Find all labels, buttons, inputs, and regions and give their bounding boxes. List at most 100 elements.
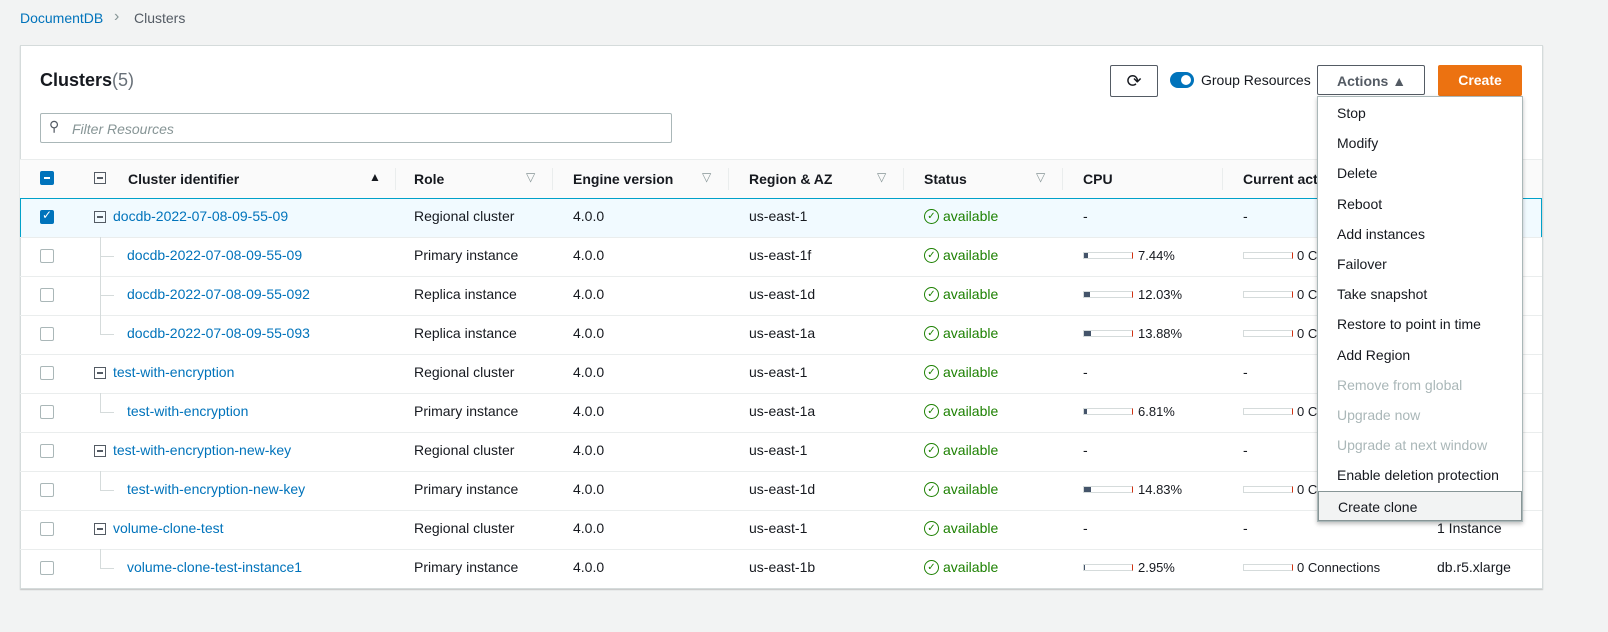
sort-icon: ▽: [877, 170, 887, 184]
column-header[interactable]: Status: [924, 171, 967, 187]
column-divider: [1062, 168, 1063, 190]
header-expand[interactable]: [94, 172, 106, 184]
tree-line: [100, 256, 114, 257]
menu-item[interactable]: Create clone: [1318, 490, 1522, 521]
expand-toggle[interactable]: [94, 523, 106, 535]
row-checkbox[interactable]: [40, 366, 54, 380]
row-checkbox[interactable]: [40, 327, 54, 341]
activity-track: [1243, 408, 1293, 415]
menu-item: Upgrade at next window: [1337, 437, 1488, 454]
sort-icon: ▽: [702, 170, 712, 184]
region: us-east-1d: [749, 481, 816, 497]
region: us-east-1: [749, 520, 808, 536]
cpu-label: 13.88%: [1138, 326, 1183, 341]
resource-link[interactable]: test-with-encryption: [127, 403, 249, 419]
status: available: [943, 442, 999, 458]
cpu: -: [1083, 442, 1088, 458]
row-checkbox[interactable]: [40, 249, 54, 263]
table-row: [20, 471, 1542, 510]
menu-item[interactable]: Failover: [1337, 256, 1387, 272]
engine-version: 4.0.0: [573, 286, 605, 302]
menu-item[interactable]: Stop: [1337, 105, 1366, 121]
menu-item[interactable]: Add Region: [1337, 346, 1411, 363]
menu-item[interactable]: Add instances: [1337, 225, 1425, 242]
status: available: [943, 481, 999, 497]
menu-item[interactable]: Delete: [1337, 165, 1378, 182]
column-divider: [395, 168, 396, 190]
menu-item[interactable]: Reboot: [1337, 195, 1383, 212]
cpu-bar: [1084, 487, 1092, 492]
toggle[interactable]: [1170, 72, 1194, 88]
resource-link[interactable]: volume-clone-test-instance1: [127, 559, 303, 575]
tree-line: [100, 568, 114, 569]
status-icon: ✓: [924, 482, 939, 497]
table-row: [20, 393, 1542, 432]
menu-item[interactable]: Take snapshot: [1337, 286, 1428, 303]
row-checkbox[interactable]: [40, 483, 54, 497]
header-checkbox[interactable]: [40, 171, 54, 185]
column-header[interactable]: Role: [414, 171, 445, 187]
resource-link[interactable]: volume-clone-test: [113, 520, 224, 536]
status: available: [943, 286, 999, 302]
resource-link[interactable]: test-with-encryption: [113, 364, 235, 380]
resource-link[interactable]: test-with-encryption-new-key: [113, 442, 292, 458]
row-checkbox[interactable]: [40, 522, 54, 536]
tree-line: [100, 490, 114, 491]
cpu-label: 12.03%: [1138, 287, 1183, 302]
resource-link[interactable]: docdb-2022-07-08-09-55-092: [127, 286, 310, 302]
role: Primary instance: [414, 247, 519, 263]
row-checkbox[interactable]: [40, 561, 54, 575]
filter-input[interactable]: ⚲ Filter Resources: [40, 113, 672, 143]
refresh-button[interactable]: ⟳: [1110, 65, 1158, 97]
menu-item[interactable]: Modify: [1337, 135, 1379, 152]
expand-toggle[interactable]: [94, 445, 106, 457]
status: available: [943, 520, 999, 536]
status-icon: ✓: [924, 443, 939, 458]
column-header[interactable]: Cluster identifier: [128, 171, 240, 187]
engine-version: 4.0.0: [573, 403, 605, 419]
sort-icon: ▽: [1036, 170, 1046, 184]
row-checkbox[interactable]: [40, 288, 54, 302]
column-header[interactable]: Engine version: [573, 171, 674, 187]
role: Primary instance: [414, 403, 519, 419]
table-row: [20, 276, 1542, 315]
column-divider: [1222, 168, 1223, 190]
row-checkbox[interactable]: [40, 405, 54, 419]
expand-toggle[interactable]: [94, 367, 106, 379]
column-divider: [552, 168, 553, 190]
extra-cell: db.r5.xlarge: [1437, 559, 1511, 575]
activity: -: [1243, 208, 1248, 224]
resource-link[interactable]: docdb-2022-07-08-09-55-09: [113, 208, 289, 224]
activity-track: [1243, 564, 1293, 571]
menu-item[interactable]: Enable deletion protection: [1337, 467, 1499, 484]
engine-version: 4.0.0: [573, 364, 605, 380]
tree-line: [100, 549, 101, 569]
role: Primary instance: [414, 559, 519, 575]
actions-label: Actions: [1337, 73, 1389, 89]
activity: -: [1243, 442, 1248, 458]
row-checkbox[interactable]: ✓: [40, 208, 54, 224]
activity-track: [1243, 291, 1293, 298]
resource-link[interactable]: test-with-encryption-new-key: [127, 481, 306, 497]
activity: -: [1243, 520, 1248, 536]
cpu-bar: [1084, 565, 1086, 570]
column-header[interactable]: CPU: [1083, 171, 1113, 187]
table-row: [20, 237, 1542, 276]
menu-item[interactable]: Restore to point in time: [1337, 316, 1481, 333]
resource-link[interactable]: docdb-2022-07-08-09-55-09: [127, 247, 303, 263]
status: available: [943, 403, 999, 419]
actions-button[interactable]: Actions ▲: [1317, 65, 1425, 95]
column-header[interactable]: Region & AZ: [749, 171, 833, 187]
status-icon: ✓: [924, 287, 939, 302]
row-checkbox[interactable]: [40, 444, 54, 458]
activity-track: [1243, 330, 1293, 337]
tree-line: [100, 334, 114, 335]
expand-toggle[interactable]: [94, 211, 106, 223]
create-button[interactable]: Create: [1438, 65, 1522, 96]
breadcrumb-link[interactable]: DocumentDB: [20, 10, 104, 26]
table-row: [20, 510, 1542, 549]
cpu-bar: [1084, 331, 1091, 336]
resource-link[interactable]: docdb-2022-07-08-09-55-093: [127, 325, 310, 341]
engine-version: 4.0.0: [573, 442, 605, 458]
cpu-label: 6.81%: [1138, 404, 1175, 419]
